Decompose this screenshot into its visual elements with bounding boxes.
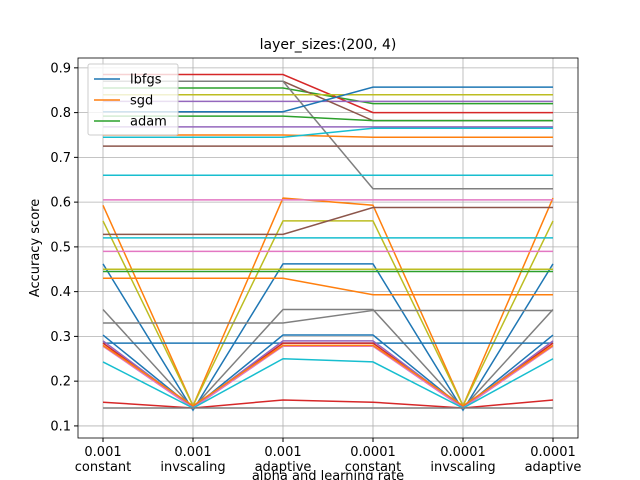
y-tick-label: 0.1 [50, 419, 71, 434]
legend-label: sgd [130, 94, 153, 109]
y-tick-label: 0.2 [50, 375, 71, 390]
series-line [102, 399, 554, 409]
y-tick-label: 0.9 [50, 61, 71, 76]
y-tick-label: 0.6 [50, 196, 71, 211]
series-line [102, 197, 554, 408]
x-tick-label: adaptive [525, 460, 582, 475]
x-tick-label: 0.001 [174, 445, 211, 460]
x-tick-label: 0.0001 [350, 445, 396, 460]
series-line [102, 263, 554, 412]
x-tick-label: 0.001 [84, 445, 121, 460]
series-line [103, 206, 553, 236]
legend-box [87, 63, 179, 136]
x-axis-label: alpha and learning rate [252, 469, 404, 480]
y-tick-label: 0.7 [50, 151, 71, 166]
x-tick-label: constant [75, 460, 132, 475]
series-line [103, 277, 553, 296]
series-line [103, 309, 553, 324]
x-tick-label: constant [345, 460, 402, 475]
x-tick-label: invscaling [430, 460, 495, 475]
x-tick-label: invscaling [160, 460, 225, 475]
plot-frame [77, 57, 579, 439]
legend-label: adam [130, 115, 167, 130]
series-line [102, 358, 554, 409]
y-tick-label: 0.8 [50, 106, 71, 121]
series-line [103, 134, 553, 138]
series-line [102, 345, 554, 409]
series-line [103, 127, 553, 138]
y-axis-label: Accuracy score [28, 199, 43, 297]
y-tick-label: 0.3 [50, 330, 71, 345]
legend-label: lbfgs [130, 73, 162, 88]
y-tick-label: 0.4 [50, 285, 71, 300]
y-tick-label: 0.5 [50, 240, 71, 255]
x-tick-label: 0.0001 [530, 445, 576, 460]
chart-title: layer_sizes:(200, 4) [260, 37, 397, 53]
series-line [102, 344, 554, 407]
x-tick-label: 0.0001 [440, 445, 486, 460]
series-line [102, 308, 554, 410]
x-tick-label: 0.001 [264, 445, 301, 460]
x-tick-label: adaptive [255, 460, 312, 475]
